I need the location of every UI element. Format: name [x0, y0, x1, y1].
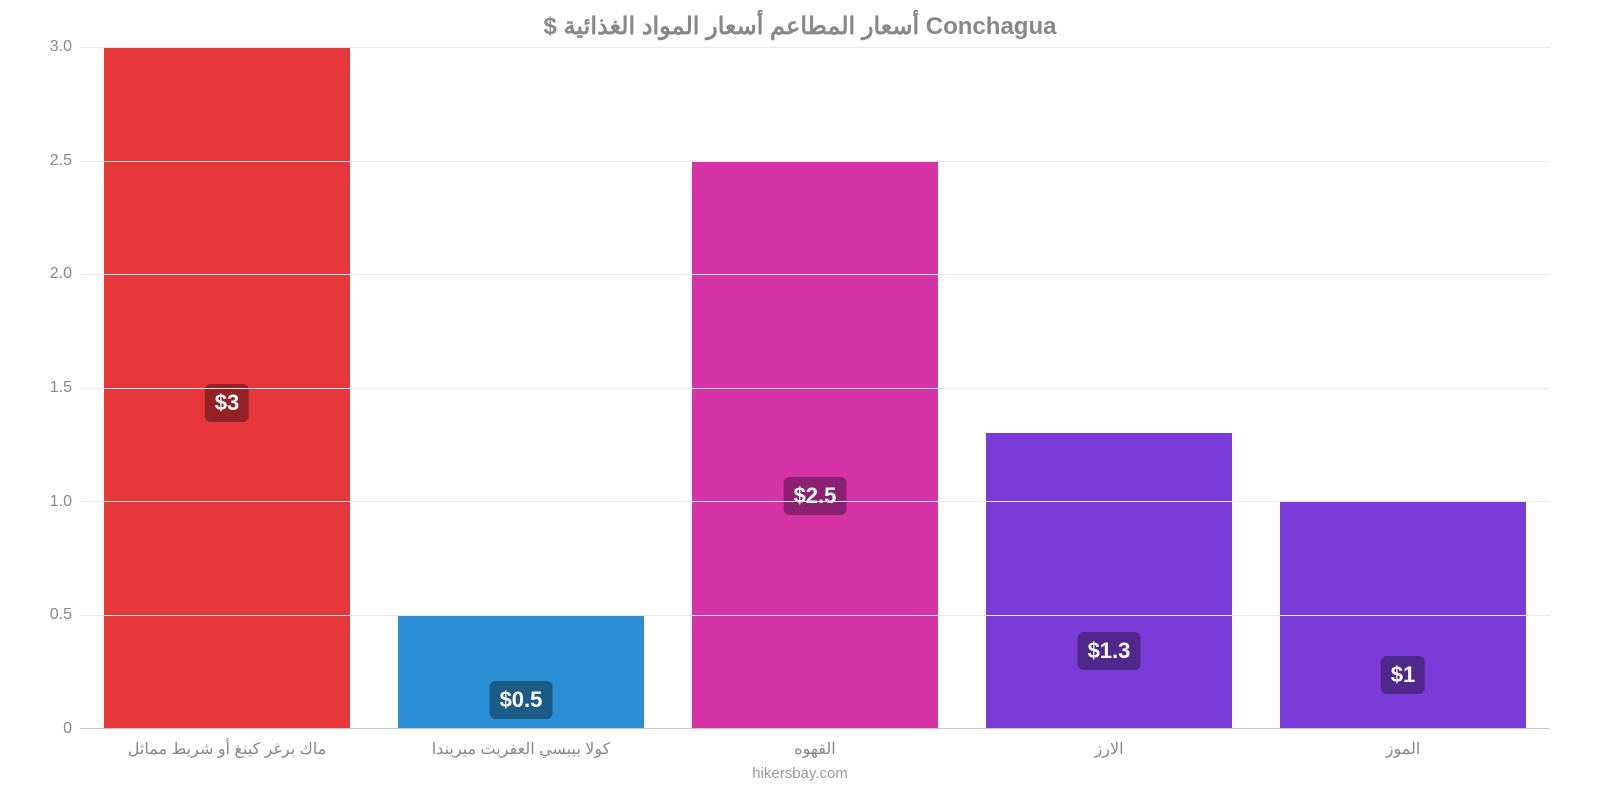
- gridline: [80, 47, 1550, 48]
- x-axis: ماك برغر كينغ أو شريط مماثلكولا بيبسي ال…: [80, 729, 1550, 759]
- y-tick-label: 1.0: [50, 493, 72, 511]
- bar: $0.5: [398, 615, 645, 729]
- value-badge: $2.5: [784, 477, 847, 515]
- y-tick-label: 0: [63, 720, 72, 738]
- gridline: [80, 388, 1550, 389]
- plot-area: $3 $0.5 $2.5 $1.3 $1: [80, 47, 1550, 729]
- chart-title: $ أسعار المطاعم أسعار المواد الغذائية Co…: [0, 0, 1600, 47]
- x-tick-label: الارز: [962, 729, 1256, 759]
- bar: $1.3: [986, 433, 1233, 728]
- gridline: [80, 161, 1550, 162]
- value-badge: $3: [205, 384, 249, 422]
- x-tick-label: ماك برغر كينغ أو شريط مماثل: [80, 729, 374, 759]
- y-tick-label: 3.0: [50, 38, 72, 56]
- gridline: [80, 501, 1550, 502]
- y-tick-label: 1.5: [50, 379, 72, 397]
- y-tick-label: 0.5: [50, 606, 72, 624]
- y-axis: 00.51.01.52.02.53.0: [30, 47, 80, 729]
- gridline: [80, 274, 1550, 275]
- x-tick-label: القهوه: [668, 729, 962, 759]
- plot-row: 00.51.01.52.02.53.0 $3$0.5$2.5$1.3$1: [0, 47, 1600, 729]
- value-badge: $1: [1381, 656, 1425, 694]
- value-badge: $0.5: [490, 681, 553, 719]
- x-tick-label: الموز: [1256, 729, 1550, 759]
- price-bar-chart: $ أسعار المطاعم أسعار المواد الغذائية Co…: [0, 0, 1600, 800]
- gridline: [80, 615, 1550, 616]
- x-axis-row: ماك برغر كينغ أو شريط مماثلكولا بيبسي ال…: [0, 729, 1600, 759]
- y-tick-label: 2.5: [50, 152, 72, 170]
- credit-text: hikersbay.com: [0, 759, 1600, 800]
- x-tick-label: كولا بيبسي العفريت ميريندا: [374, 729, 668, 759]
- y-tick-label: 2.0: [50, 265, 72, 283]
- bar: $2.5: [692, 161, 939, 729]
- value-badge: $1.3: [1078, 632, 1141, 670]
